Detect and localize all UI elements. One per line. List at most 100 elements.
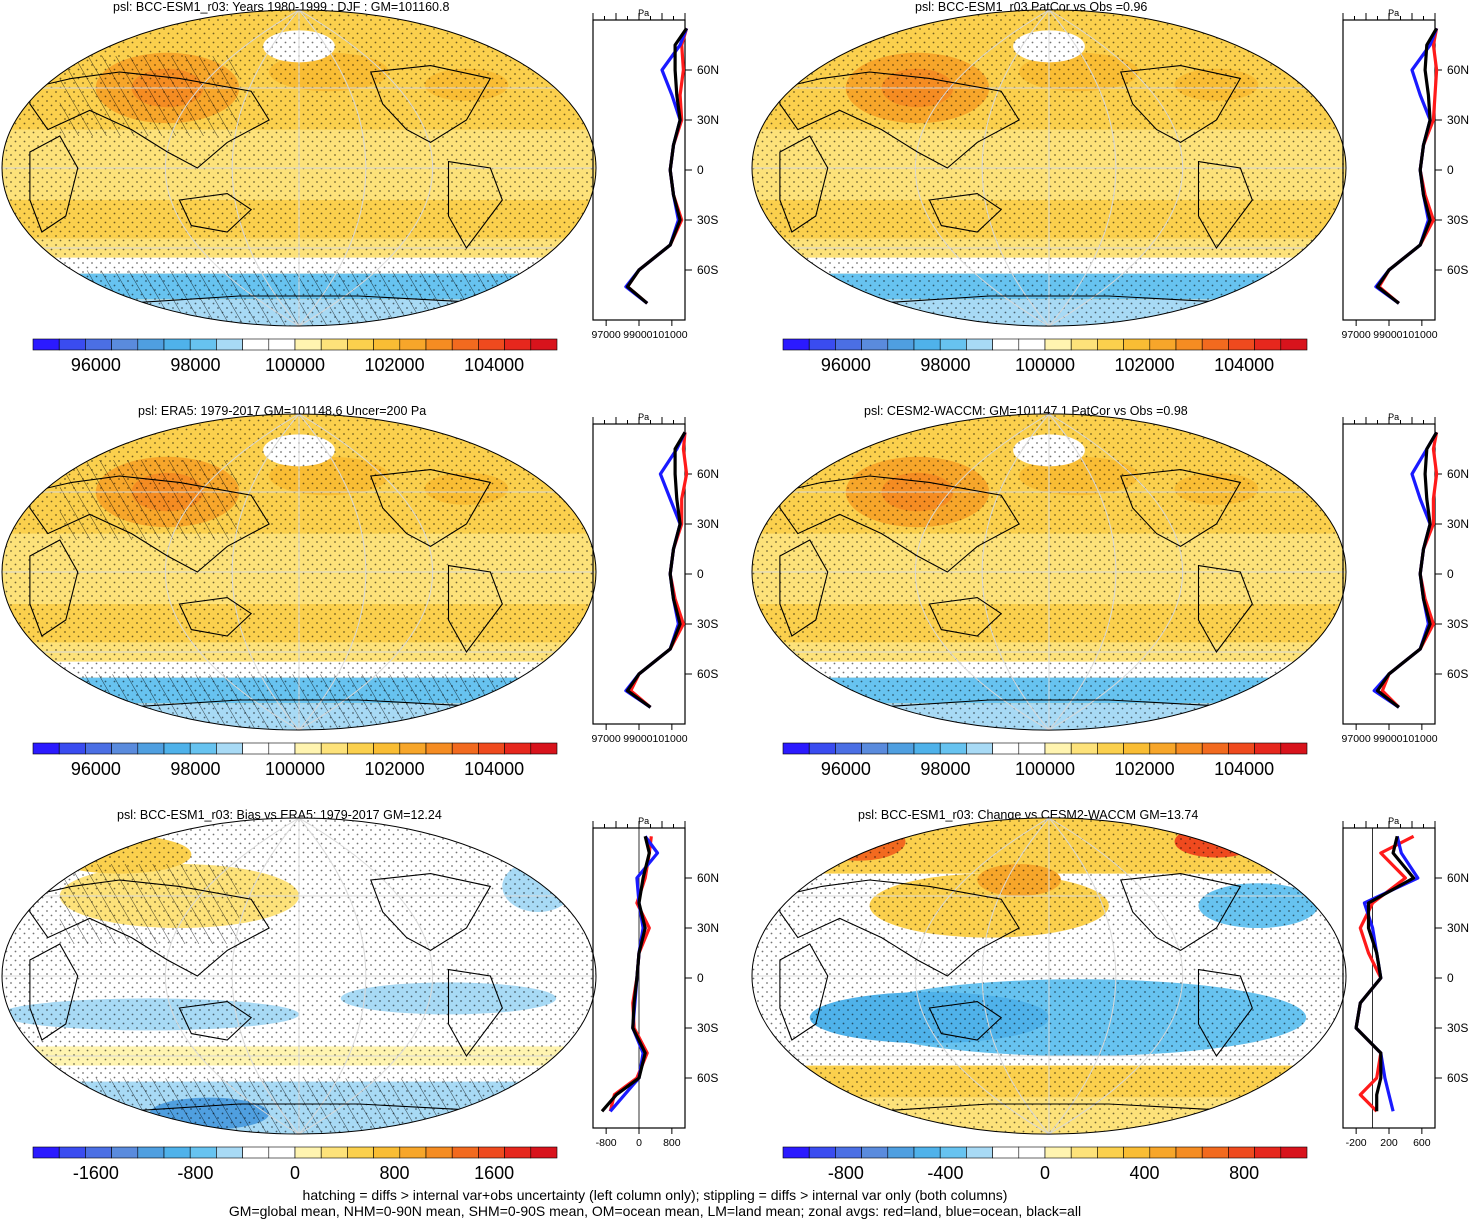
zonal-lat-label: 60N [697,871,719,885]
colorbar-box [1018,742,1046,755]
colorbar-box [58,338,86,351]
colorbar-box [1254,338,1282,351]
colorbar-tick-label: -800 [177,1163,213,1183]
colorbar-tick-label: 102000 [365,759,425,779]
colorbar-box [111,338,139,351]
zonal-x-label: 99000101000 [1373,733,1437,745]
zonal-lat-label: 30S [697,213,718,227]
coastline [29,475,270,573]
zonal-unit-label: Pa [1388,816,1399,826]
colorbar-box [1149,338,1177,351]
zonal-lat-label: 60S [697,263,718,277]
colorbar-box [478,1146,505,1159]
zonal-series-ocean [1374,27,1439,305]
colorbar-box [1175,742,1203,755]
colorbar-box [425,1146,453,1159]
colorbar-box [966,338,993,351]
colorbar-box [189,742,217,755]
coastline [779,475,1020,573]
colorbar-tick-label: 1600 [474,1163,514,1183]
zonal-series-ocean [1372,431,1438,709]
colorbar-box [111,1146,139,1159]
zonal-x-label: 97000 [592,733,621,745]
colorbar-box [1228,1146,1255,1159]
colorbar-box [808,338,836,351]
colorbar-box [808,742,836,755]
colorbar-box [216,338,243,351]
colorbar-box [992,742,1020,755]
colorbar-tick-label: 104000 [464,355,524,375]
colorbar-box [1044,1146,1072,1159]
zonal-x-label: -800 [596,1137,617,1149]
map-panel-2 [751,9,1347,327]
colorbar-box [966,742,993,755]
colorbar-box [189,338,217,351]
footer-line-2: GM=global mean, NHM=0-90N mean, SHM=0-90… [228,1203,1082,1219]
zonal-lat-label: 60N [1447,467,1469,481]
colorbar-box [1097,742,1124,755]
colorbar-tick-label: 100000 [1015,355,1075,375]
zonal-lat-label: 30S [697,617,718,631]
colorbar-box [373,338,401,351]
colorbar-tick-label: 96000 [71,355,121,375]
coastline [447,968,503,1058]
colorbar-box [268,1146,296,1159]
colorbar-box [242,338,270,351]
zonal-lat-label: 30N [697,517,719,531]
zonal-series-land [1377,27,1439,305]
coastline [29,71,270,169]
coastline [178,597,253,637]
colorbar-tick-label: 100000 [265,355,325,375]
zonal-lat-label: 30S [1447,213,1468,227]
zonal-lat-label: 60N [1447,63,1469,77]
zonal-unit-label: Pa [638,412,649,422]
colorbar-box [32,1146,60,1159]
zonal-series-all [1375,431,1438,709]
colorbar-box [1070,742,1098,755]
zonal-lat-label: 0 [1447,567,1454,581]
panel-title-6: psl: BCC-ESM1_r03: Change vs CESM2-WACCM… [858,808,1199,822]
zonal-x-label: 97000 [1342,329,1371,341]
zonal-lat-label: 60N [697,63,719,77]
panel-title-1: psl: BCC-ESM1_r03: Years 1980-1999 : DJF… [113,0,450,14]
coastline [178,1001,253,1041]
colorbar-box [163,742,191,755]
panel-title-4: psl: CESM2-WACCM: GM=101147.1 PatCor vs … [864,404,1188,418]
colorbar-box [1018,1146,1046,1159]
zonal-x-label: 97000 [592,329,621,341]
colorbar-box [530,338,558,351]
colorbar-box [835,742,862,755]
zonal-x-label: -200 [1346,1137,1367,1149]
zonal-lat-label: 60S [1447,263,1468,277]
colorbar-tick-label: -1600 [73,1163,119,1183]
colorbar-box [939,338,967,351]
colorbar-2: 96000 98000 100000 102000 104000 [782,338,1308,375]
coastline [779,539,829,637]
coastline [447,160,503,250]
colorbar-box [189,1146,217,1159]
hatching-overlay [59,864,240,944]
colorbar-box [1280,338,1308,351]
zonal-lat-label: 0 [697,163,704,177]
colorbar-box [808,1146,836,1159]
colorbar-box [163,338,191,351]
colorbar-box [58,1146,86,1159]
zonal-x-label: 99000101000 [1373,329,1437,341]
colorbar-box [294,1146,322,1159]
zonal-x-label: 97000 [1342,733,1371,745]
zonal-series-land [608,836,653,1112]
colorbar-box [1201,338,1229,351]
colorbar-tick-label: 102000 [1115,355,1175,375]
colorbar-box [1280,1146,1308,1159]
colorbar-box [163,1146,191,1159]
zonal-lat-label: 0 [697,567,704,581]
colorbar-tick-label: 400 [1130,1163,1160,1183]
colorbar-box [320,338,348,351]
footer-line-1: hatching = diffs > internal var+obs unce… [302,1187,1008,1203]
colorbar-box [861,1146,889,1159]
colorbar-box [58,742,86,755]
map-border [1,413,597,731]
zonal-unit-label: Pa [1388,412,1399,422]
zonal-plot-6: Pa 60N 30N 0 30S 60S -200 200 600 [1342,816,1469,1149]
colorbar-box [887,742,915,755]
